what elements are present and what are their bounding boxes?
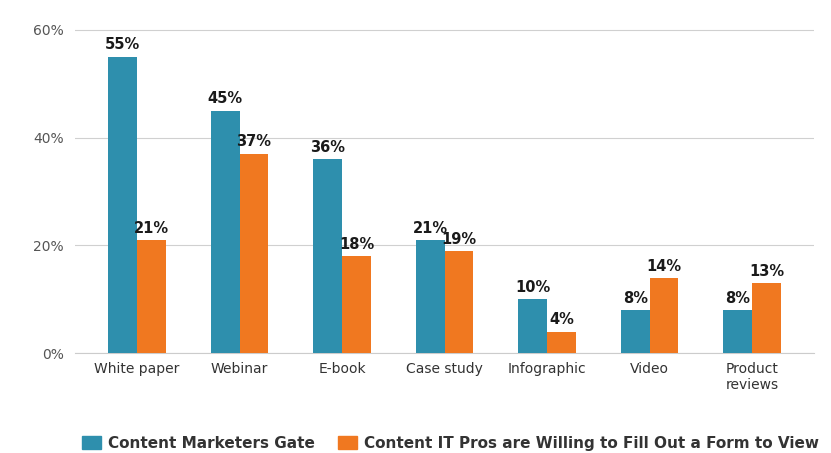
Bar [211, 111, 239, 353]
Text: 45%: 45% [208, 92, 243, 106]
Text: 14%: 14% [647, 259, 681, 274]
Bar [108, 57, 137, 353]
Bar [650, 278, 678, 353]
Text: 8%: 8% [725, 291, 750, 306]
Bar [137, 240, 166, 353]
Bar [723, 310, 752, 353]
Text: 13%: 13% [749, 264, 784, 279]
Bar [519, 299, 547, 353]
Text: 19%: 19% [441, 231, 476, 246]
Bar [445, 251, 474, 353]
Text: 37%: 37% [237, 135, 272, 149]
Text: 21%: 21% [413, 221, 448, 236]
Bar [752, 283, 781, 353]
Text: 21%: 21% [134, 221, 169, 236]
Legend: Content Marketers Gate, Content IT Pros are Willing to Fill Out a Form to View: Content Marketers Gate, Content IT Pros … [82, 436, 819, 451]
Text: 18%: 18% [339, 237, 374, 252]
Bar [239, 154, 268, 353]
Bar [547, 332, 576, 353]
Text: 10%: 10% [515, 280, 550, 295]
Bar [416, 240, 445, 353]
Bar [313, 159, 342, 353]
Text: 55%: 55% [106, 38, 140, 53]
Text: 8%: 8% [622, 291, 647, 306]
Bar [342, 256, 371, 353]
Text: 36%: 36% [310, 140, 345, 155]
Text: 4%: 4% [549, 313, 574, 328]
Bar [621, 310, 650, 353]
